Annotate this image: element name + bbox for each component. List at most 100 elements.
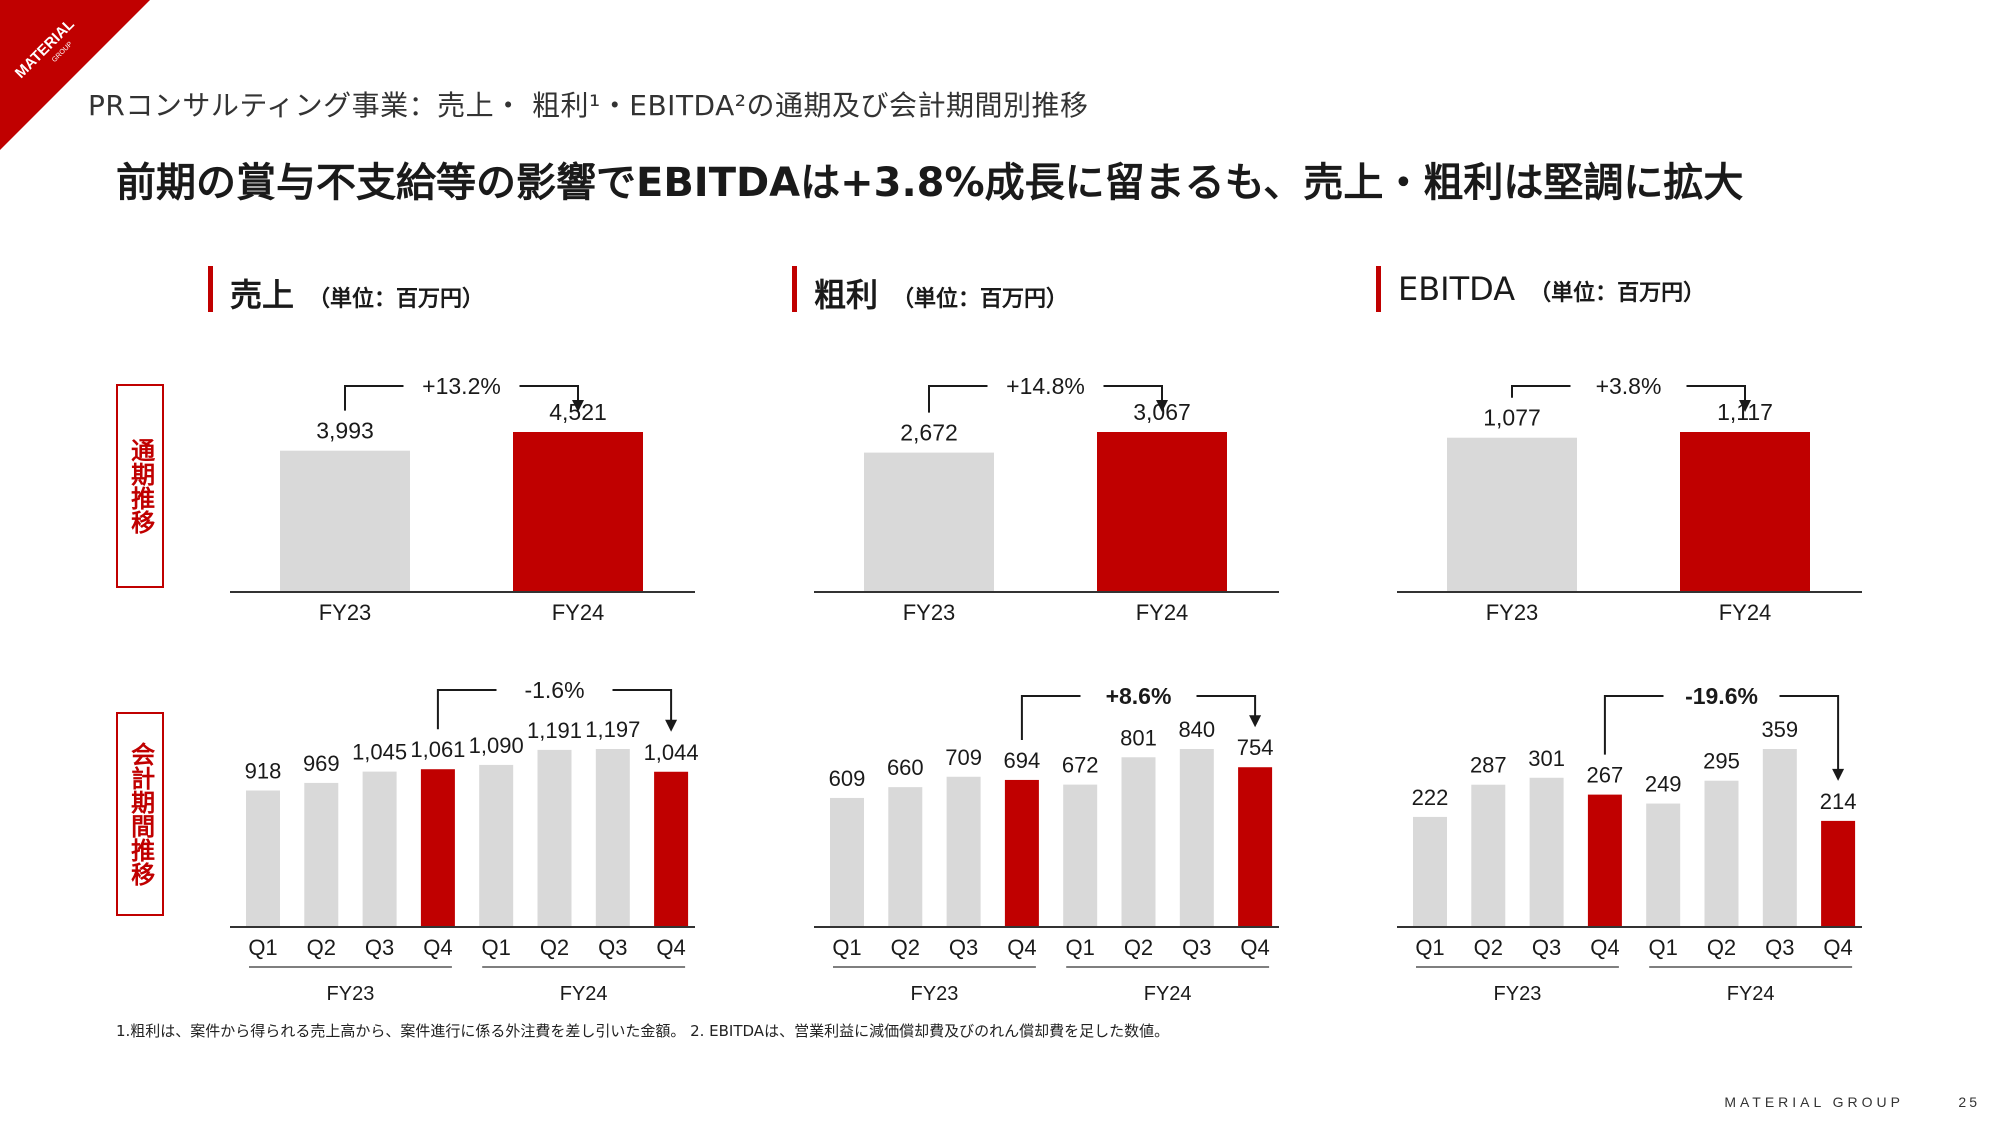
bar — [888, 787, 923, 927]
value-label: 754 — [1237, 735, 1274, 760]
change-label: +13.2% — [422, 373, 501, 399]
group-label: FY23 — [1494, 983, 1542, 1005]
section-unit: （単位：百万円） — [308, 287, 485, 312]
category-label: FY23 — [319, 600, 372, 625]
category-label: Q4 — [1007, 935, 1036, 960]
section-unit: （単位：百万円） — [892, 287, 1069, 312]
section-title: 粗利 — [814, 276, 879, 314]
change-bracket-right — [612, 689, 673, 722]
category-label: FY24 — [1719, 600, 1772, 625]
change-arrow-head — [1739, 400, 1751, 412]
value-label: 3,993 — [316, 418, 374, 444]
change-arrow-head — [665, 719, 678, 732]
category-label: Q1 — [1649, 935, 1678, 960]
category-label: FY24 — [552, 600, 605, 625]
bar — [1587, 794, 1622, 927]
value-label: 249 — [1645, 772, 1682, 797]
change-bracket-left — [1603, 695, 1664, 755]
category-label: Q4 — [423, 935, 452, 960]
value-label: 801 — [1120, 725, 1157, 750]
category-label: Q2 — [891, 935, 920, 960]
row-label-annual: 通期推移 — [116, 384, 164, 588]
value-label: 295 — [1703, 749, 1740, 774]
category-label: Q4 — [1823, 935, 1852, 960]
bar — [1004, 779, 1039, 927]
category-label: Q4 — [1590, 935, 1619, 960]
bar — [479, 764, 514, 927]
row-label-quarterly: 会計期間推移 — [116, 712, 164, 916]
value-label: 840 — [1178, 717, 1215, 742]
bar — [1413, 816, 1447, 927]
bar — [1471, 784, 1506, 927]
bar — [595, 749, 630, 927]
section-header-ebitda: EBITDA （単位：百万円） — [1376, 266, 1706, 312]
change-bracket-right — [1779, 695, 1840, 771]
bar — [1121, 757, 1156, 927]
section-accent-bar — [792, 266, 797, 312]
value-label: 709 — [945, 745, 982, 770]
change-bracket-right — [1103, 385, 1163, 402]
bar — [246, 790, 280, 927]
slide-title: PRコンサルティング事業：売上・ 粗利¹・EBITDA²の通期及び会計期間別推移 — [88, 89, 1089, 122]
bar — [830, 797, 864, 927]
change-arrow-head — [1832, 768, 1845, 781]
brand-corner-triangle — [0, 0, 150, 150]
bar — [1821, 820, 1856, 927]
value-label: 222 — [1412, 785, 1449, 810]
value-label: 359 — [1761, 717, 1798, 742]
footer-brand: MATERIAL GROUP — [1724, 1094, 1904, 1110]
change-bracket-left — [436, 689, 497, 730]
value-label: 1,077 — [1483, 405, 1541, 431]
bar — [1704, 780, 1739, 927]
value-label: 2,672 — [900, 420, 958, 446]
value-label: 969 — [303, 751, 340, 776]
value-label: 1,045 — [352, 740, 407, 765]
category-label: FY23 — [903, 600, 956, 625]
group-label: FY24 — [1727, 983, 1775, 1005]
category-label: Q3 — [365, 935, 394, 960]
section-header-gross-profit: 粗利 （単位：百万円） — [792, 266, 1069, 316]
bar — [946, 776, 981, 927]
headline: 前期の賞与不支給等の影響でEBITDAは+3.8%成長に留まるも、売上・粗利は堅… — [116, 160, 1744, 206]
category-label: Q3 — [1765, 935, 1794, 960]
bar — [1529, 777, 1564, 927]
category-label: Q1 — [248, 935, 277, 960]
section-title: EBITDA — [1398, 270, 1516, 308]
category-label: FY23 — [1486, 600, 1539, 625]
change-label: +3.8% — [1596, 373, 1662, 399]
group-label: FY23 — [327, 983, 375, 1005]
row-label-annual-text: 通期推移 — [126, 438, 155, 534]
bar — [304, 782, 339, 927]
section-accent-bar — [1376, 266, 1381, 312]
category-label: Q4 — [656, 935, 685, 960]
category-label: Q3 — [1182, 935, 1211, 960]
bar — [280, 450, 410, 592]
bar — [1680, 432, 1810, 592]
category-label: Q4 — [1240, 935, 1269, 960]
bar — [864, 452, 994, 592]
value-label: 267 — [1587, 763, 1624, 788]
bar — [537, 749, 572, 927]
change-bracket-left — [344, 385, 404, 411]
bar — [654, 771, 689, 927]
category-label: Q2 — [540, 935, 569, 960]
category-label: Q2 — [307, 935, 336, 960]
category-label: Q2 — [1707, 935, 1736, 960]
category-label: Q3 — [1532, 935, 1561, 960]
value-label: 1,191 — [527, 718, 582, 743]
bar — [1097, 432, 1227, 592]
bar — [1646, 803, 1681, 927]
row-label-quarterly-text: 会計期間推移 — [126, 742, 155, 886]
value-label: 918 — [245, 758, 282, 783]
category-label: Q2 — [1474, 935, 1503, 960]
group-label: FY23 — [911, 983, 959, 1005]
bar — [1063, 784, 1098, 927]
section-accent-bar — [208, 266, 213, 312]
bar — [513, 432, 643, 592]
value-label: 214 — [1820, 789, 1857, 814]
change-label: -19.6% — [1685, 683, 1758, 709]
change-bracket-left — [1020, 695, 1081, 740]
value-label: 672 — [1062, 753, 1099, 778]
section-header-sales: 売上 （単位：百万円） — [208, 266, 485, 316]
section-unit: （単位：百万円） — [1529, 281, 1706, 306]
